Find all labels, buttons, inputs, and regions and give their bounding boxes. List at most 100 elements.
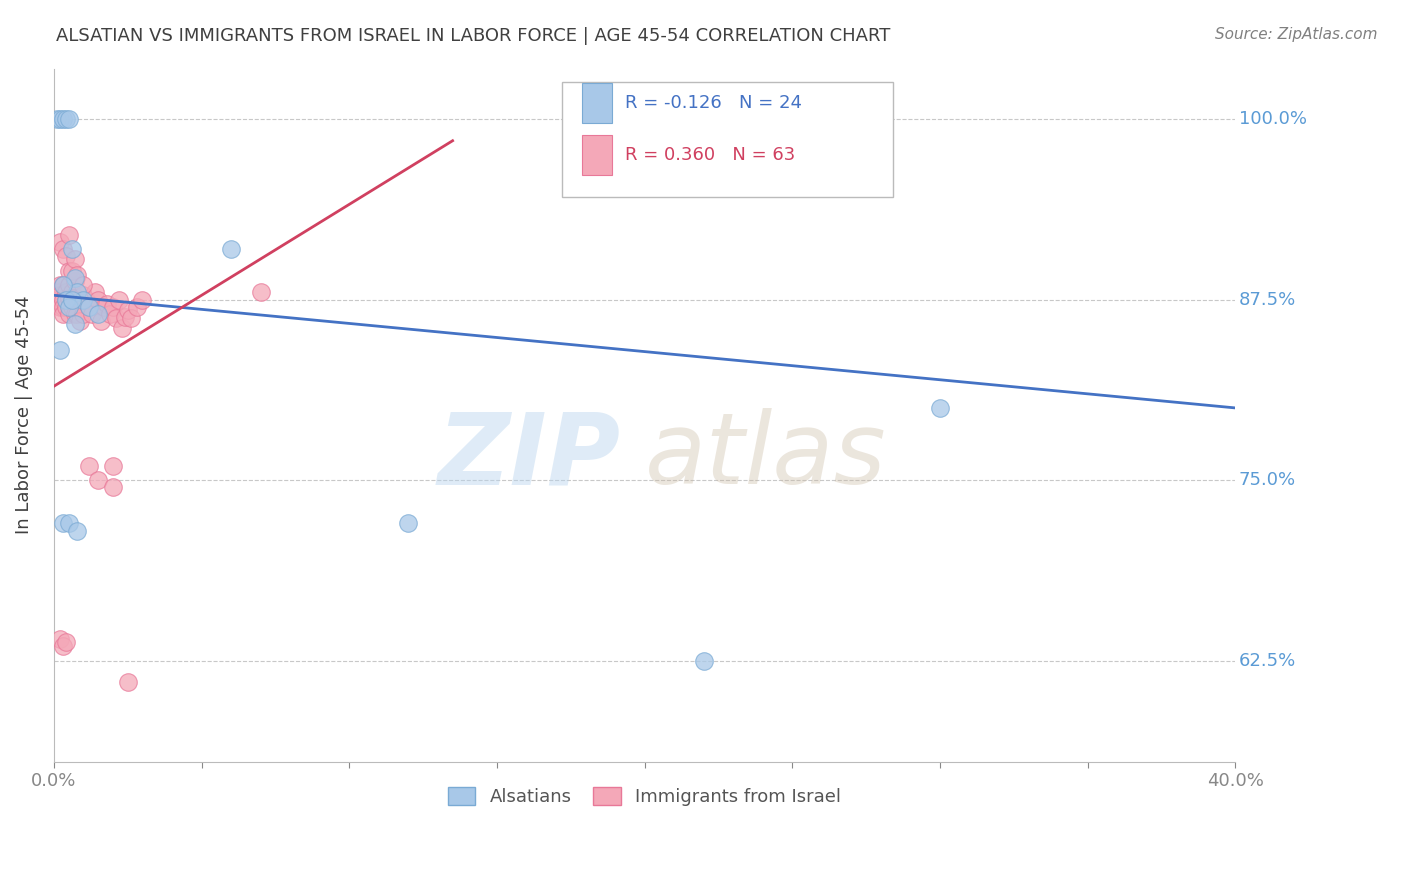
Point [75,293,97,307]
Point [66,307,89,321]
Point [48,235,70,249]
Text: 75.0%: 75.0% [1239,471,1296,489]
Text: 62.5%: 62.5% [1239,652,1296,670]
Point [117,302,139,317]
Point [69,293,91,307]
Point [55,300,77,314]
Point [48,300,70,314]
Point [48,288,70,302]
Point [52,242,75,256]
Point [66,524,89,538]
Point [55,112,77,126]
Point [90,314,112,328]
Point [249,285,271,300]
Point [58,227,80,242]
Point [48,343,70,358]
Bar [582,135,612,176]
Point [55,293,77,307]
Point [108,293,131,307]
Point [45,293,67,307]
Point [63,291,86,305]
Point [63,307,86,321]
Point [84,285,107,300]
Point [125,300,148,314]
Point [87,293,110,307]
Text: 100.0%: 100.0% [1239,110,1308,128]
Point [96,297,118,311]
Text: atlas: atlas [644,409,886,505]
Point [101,300,124,314]
Point [52,112,75,126]
Point [63,317,86,331]
Point [63,271,86,285]
Point [77,300,100,314]
Point [48,112,70,126]
Point [66,293,89,307]
Text: 87.5%: 87.5% [1239,291,1296,309]
Text: R = -0.126   N = 24: R = -0.126 N = 24 [624,95,801,112]
Point [87,307,110,321]
Y-axis label: In Labor Force | Age 45-54: In Labor Force | Age 45-54 [15,296,32,534]
Point [55,285,77,300]
Text: ZIP: ZIP [439,409,621,505]
Point [52,278,75,293]
Legend: Alsatians, Immigrants from Israel: Alsatians, Immigrants from Israel [439,778,851,815]
Point [55,635,77,649]
Point [58,278,80,293]
Point [58,307,80,321]
Point [104,311,127,326]
Point [63,274,86,288]
Point [72,307,94,321]
Point [60,285,83,300]
Point [48,278,70,293]
Point [77,300,100,314]
Point [52,516,75,531]
Point [60,293,83,307]
Point [58,300,80,314]
Point [55,249,77,263]
Text: Source: ZipAtlas.com: Source: ZipAtlas.com [1215,27,1378,42]
Text: R = 0.360   N = 63: R = 0.360 N = 63 [624,146,794,164]
Point [58,516,80,531]
Point [63,252,86,267]
Point [60,293,83,307]
Point [58,291,80,305]
Point [45,112,67,126]
Point [58,112,80,126]
FancyBboxPatch shape [562,82,893,197]
Point [77,458,100,473]
Point [72,288,94,302]
Point [52,293,75,307]
Point [72,278,94,293]
Point [114,310,136,324]
Point [120,311,142,326]
Point [52,278,75,293]
Point [82,307,104,321]
Point [87,473,110,487]
Point [60,300,83,314]
Point [72,293,94,307]
Point [396,516,419,531]
Point [52,307,75,321]
Point [58,263,80,277]
Point [52,639,75,653]
Point [52,300,75,314]
Point [93,300,115,314]
Point [131,293,153,307]
Point [98,307,121,321]
Point [48,632,70,646]
Point [929,401,952,415]
Point [55,293,77,307]
Point [66,285,89,300]
Point [60,242,83,256]
Point [45,285,67,300]
Point [219,242,242,256]
Point [692,654,714,668]
Point [101,458,124,473]
Point [117,675,139,690]
Point [60,263,83,277]
Point [111,321,134,335]
Point [69,314,91,328]
Bar [582,83,612,123]
Text: ALSATIAN VS IMMIGRANTS FROM ISRAEL IN LABOR FORCE | AGE 45-54 CORRELATION CHART: ALSATIAN VS IMMIGRANTS FROM ISRAEL IN LA… [56,27,890,45]
